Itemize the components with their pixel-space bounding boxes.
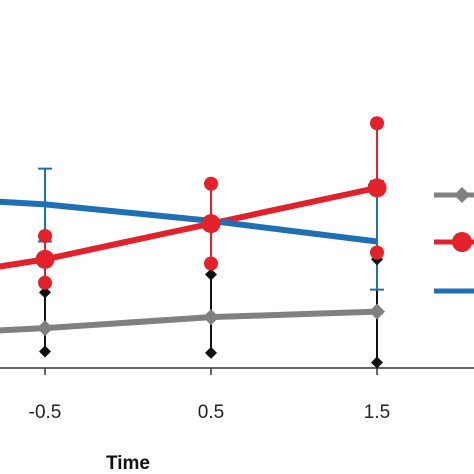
gray-mean-point xyxy=(369,303,385,320)
red-observation-point xyxy=(204,176,218,191)
axis-labels: -0.5 0.5 1.5 Time xyxy=(29,402,391,474)
gray-mean-point xyxy=(203,309,219,326)
red-observation-point xyxy=(38,275,52,290)
series-markers xyxy=(35,116,387,369)
gray-observation-point xyxy=(205,268,217,281)
series-lines xyxy=(0,184,378,334)
legend xyxy=(434,187,474,294)
gray-legend-marker xyxy=(454,187,470,203)
red-series-line xyxy=(0,184,378,270)
axes xyxy=(0,367,474,375)
gray-observation-point xyxy=(39,345,51,358)
gray-series-line xyxy=(0,308,378,334)
red-legend-marker xyxy=(452,232,472,252)
x-axis-title: Time xyxy=(106,453,150,474)
red-mean-point xyxy=(367,178,387,198)
red-mean-point xyxy=(201,214,221,234)
gray-observation-point xyxy=(39,286,51,299)
red-observation-point xyxy=(204,256,218,271)
red-observation-point xyxy=(370,245,384,260)
red-mean-point xyxy=(35,249,55,269)
x-tick-label-2: 0.5 xyxy=(198,402,224,423)
x-tick-label-3: 1.5 xyxy=(364,402,390,423)
red-observation-point xyxy=(370,116,384,131)
red-observation-point xyxy=(38,229,52,243)
gray-observation-point xyxy=(371,356,383,369)
x-tick-label-1: -0.5 xyxy=(29,402,62,423)
gray-observation-point xyxy=(205,346,217,359)
gray-mean-point xyxy=(37,320,53,337)
blue-series-line xyxy=(0,198,378,245)
